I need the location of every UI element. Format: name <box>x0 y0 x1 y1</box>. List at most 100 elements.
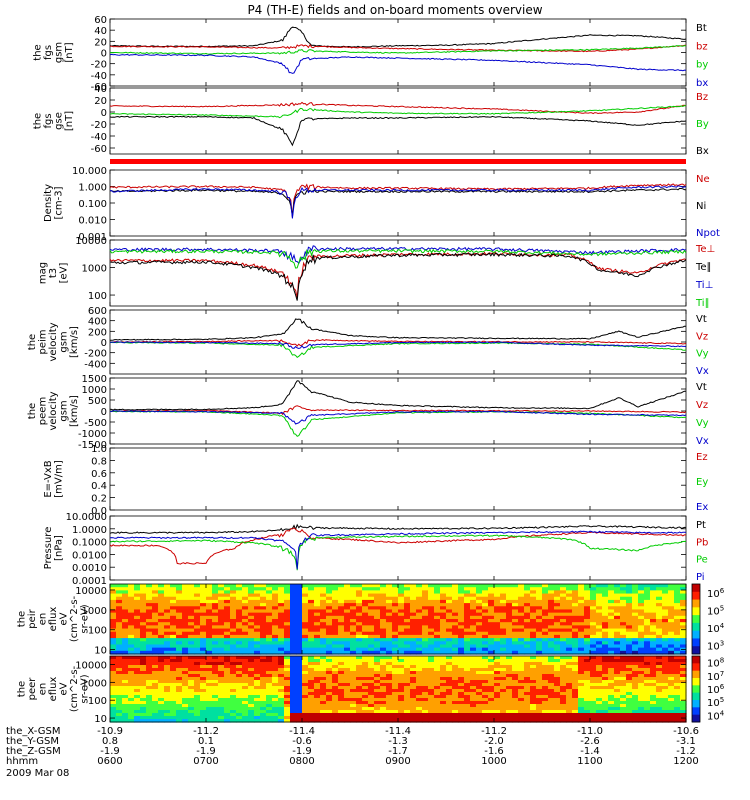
spectrogram-cell <box>338 704 345 708</box>
y-tick-label: 40 <box>94 84 107 95</box>
spectrogram-cell <box>536 650 543 655</box>
spectrogram-cell <box>296 590 303 595</box>
spectrogram-cell <box>518 650 525 655</box>
y-tick-label: 0.0001 <box>72 576 107 587</box>
spectrogram-cell <box>662 719 669 723</box>
spectrogram-cell <box>494 634 501 639</box>
spectrogram-cell <box>536 593 543 598</box>
spectrogram-cell <box>158 656 165 660</box>
spectrogram-cell <box>236 625 243 630</box>
spectrogram-cell <box>272 710 279 714</box>
spectrogram-cell <box>254 674 261 678</box>
spectrogram-cell <box>620 704 627 708</box>
spectrogram-cell <box>410 606 417 611</box>
spectrogram-cell <box>158 644 165 649</box>
spectrogram-cell <box>458 698 465 702</box>
spectrogram-cell <box>224 704 231 708</box>
spectrogram-cell <box>320 647 327 652</box>
series-line-pt <box>109 523 686 534</box>
spectrogram-cell <box>644 650 651 655</box>
spectrogram-cell <box>146 692 153 696</box>
spectrogram-cell <box>440 587 447 591</box>
spectrogram-cell <box>314 625 321 630</box>
colorbar-label: 106 <box>707 587 725 600</box>
spectrogram-cell <box>146 716 153 720</box>
spectrogram-cell <box>272 641 279 646</box>
spectrogram-cell <box>380 686 387 690</box>
spectrogram-cell <box>602 701 609 705</box>
spectrogram-cell <box>428 619 435 623</box>
spectrogram-cell <box>620 584 627 588</box>
spectrogram-cell <box>620 656 627 660</box>
spectrogram-cell <box>368 619 375 623</box>
spectrogram-cell <box>302 615 309 620</box>
spectrogram-cell <box>218 668 225 672</box>
spectrogram-cell <box>278 647 285 652</box>
spectrogram-cell <box>530 707 537 711</box>
spectrogram-cell <box>458 628 465 633</box>
spectrogram-cell <box>338 619 345 623</box>
spectrogram-cell <box>116 677 123 681</box>
spectrogram-cell <box>320 680 327 684</box>
spectrogram-cell <box>152 701 159 705</box>
spectrogram-cell <box>380 650 387 655</box>
x-tick-label: -10.6 <box>673 726 699 737</box>
spectrogram-cell <box>140 587 147 591</box>
spectrogram-cell <box>488 674 495 678</box>
spectrogram-cell <box>356 606 363 611</box>
spectrogram-cell <box>536 628 543 633</box>
spectrogram-cell <box>320 671 327 675</box>
spectrogram-cell <box>638 603 645 607</box>
spectrogram-cell <box>464 593 471 598</box>
spectrogram-cell <box>182 704 189 708</box>
spectrogram-cell <box>374 698 381 702</box>
spectrogram-cell <box>254 710 261 714</box>
spectrogram-cell <box>518 698 525 702</box>
spectrogram-cell <box>470 686 477 690</box>
spectrogram-cell <box>596 619 603 623</box>
spectrogram-cell <box>296 628 303 633</box>
spectrogram-cell <box>590 615 597 620</box>
spectrogram-cell <box>512 698 519 702</box>
spectrogram-cell <box>500 674 507 678</box>
spectrogram-cell <box>596 716 603 720</box>
spectrogram-cell <box>404 644 411 649</box>
spectrogram-cell <box>518 713 525 717</box>
spectrogram-cell <box>314 644 321 649</box>
spectrogram-cell <box>158 612 165 617</box>
spectrogram-cell <box>542 622 549 626</box>
spectrogram-cell <box>272 622 279 626</box>
spectrogram-cell <box>164 650 171 655</box>
spectrogram-cell <box>176 593 183 598</box>
spectrogram-cell <box>542 625 549 630</box>
spectrogram-cell <box>218 689 225 693</box>
spectrogram-cell <box>536 622 543 626</box>
spectrogram-cell <box>674 641 681 646</box>
spectrogram-cell <box>284 603 291 607</box>
spectrogram-cell <box>386 704 393 708</box>
spectrogram-cell <box>464 606 471 611</box>
spectrogram-cell <box>134 628 141 633</box>
spectrogram-cell <box>452 698 459 702</box>
spectrogram-cell <box>290 584 297 588</box>
spectrogram-cell <box>500 719 507 723</box>
spectrogram-cell <box>308 631 315 636</box>
spectrogram-cell <box>158 680 165 684</box>
spectrogram-cell <box>656 599 663 604</box>
spectrogram-cell <box>674 593 681 598</box>
spectrogram-cell <box>656 656 663 660</box>
spectrogram-cell <box>536 713 543 717</box>
spectrogram-cell <box>284 628 291 633</box>
spectrogram-cell <box>536 674 543 678</box>
spectrogram-cell <box>410 647 417 652</box>
spectrogram-cell <box>344 719 351 723</box>
spectrogram-cell <box>494 704 501 708</box>
spectrogram-cell <box>488 622 495 626</box>
spectrogram-cell <box>434 719 441 723</box>
spectrogram-cell <box>152 674 159 678</box>
spectrogram-cell <box>320 713 327 717</box>
spectrogram-cell <box>140 596 147 601</box>
spectrogram-cell <box>224 707 231 711</box>
spectrogram-cell <box>590 612 597 617</box>
spectrogram-cell <box>650 683 657 687</box>
